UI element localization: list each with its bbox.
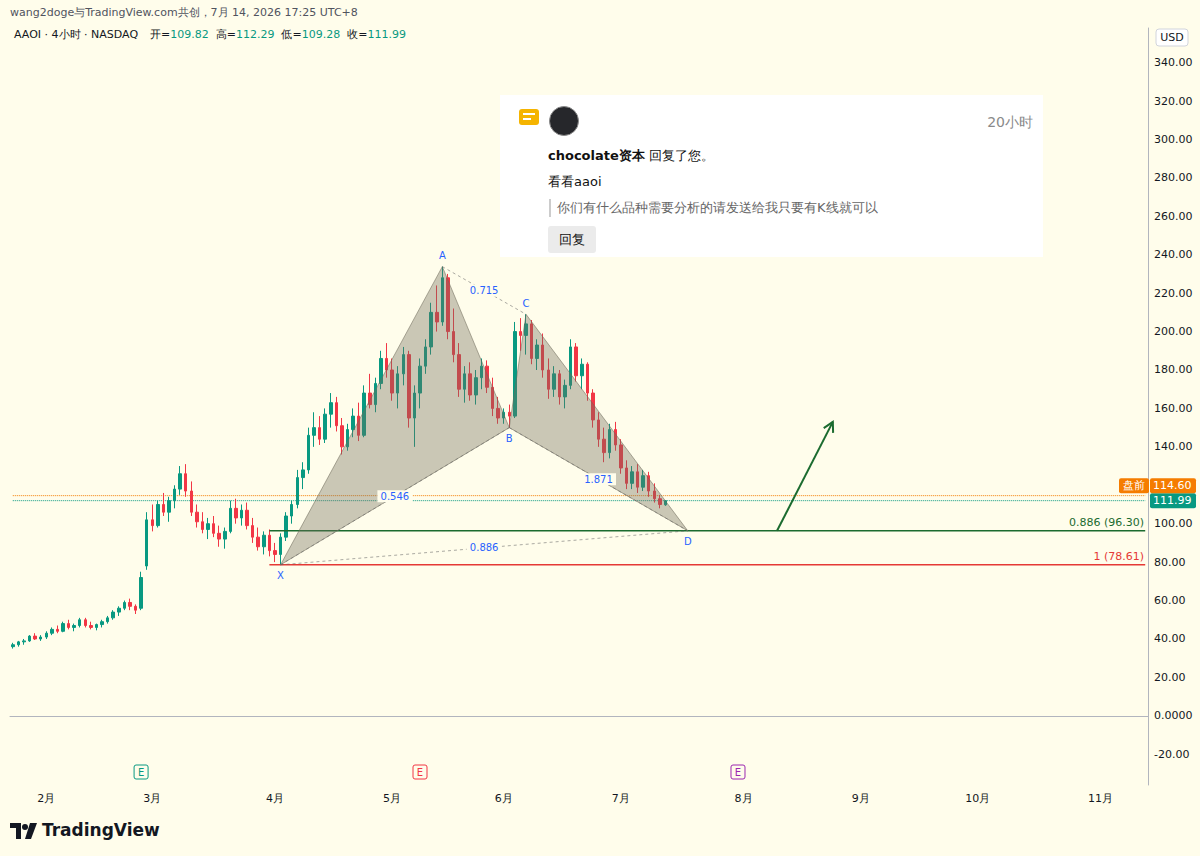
svg-text:D: D (684, 536, 692, 547)
svg-text:220.00: 220.00 (1154, 287, 1193, 300)
html-text:20小时: 20小时 (987, 114, 1033, 130)
svg-text:-20.00: -20.00 (1154, 748, 1189, 761)
svg-text:E: E (735, 767, 741, 778)
svg-text:E: E (417, 767, 423, 778)
svg-text:X: X (277, 570, 284, 581)
html-text:看看aaoi: 看看aaoi (548, 174, 602, 189)
svg-text:B: B (506, 433, 513, 444)
svg-text:260.00: 260.00 (1154, 210, 1193, 223)
svg-text:0.715: 0.715 (470, 285, 499, 296)
html-text:你们有什么品种需要分析的请发送给我只要有K线就可以: 你们有什么品种需要分析的请发送给我只要有K线就可以 (557, 200, 878, 215)
svg-text:40.00: 40.00 (1154, 632, 1186, 645)
svg-text:320.00: 320.00 (1154, 95, 1193, 108)
html-text:回复: 回复 (559, 232, 585, 247)
svg-text:7月: 7月 (612, 792, 630, 805)
html-text:开= 109.82: 开= 109.82 (150, 28, 209, 41)
svg-text:2月: 2月 (37, 792, 55, 805)
svg-text:180.00: 180.00 (1154, 363, 1193, 376)
svg-text:E: E (138, 767, 144, 778)
svg-text:140.00: 140.00 (1154, 440, 1193, 453)
html-text:TradingView: TradingView (42, 820, 160, 840)
svg-text:4月: 4月 (266, 792, 284, 805)
svg-text:5月: 5月 (383, 792, 401, 805)
svg-text:11月: 11月 (1088, 792, 1113, 805)
svg-text:10月: 10月 (965, 792, 990, 805)
svg-text:20.00: 20.00 (1154, 671, 1186, 684)
svg-text:6月: 6月 (495, 792, 513, 805)
svg-text:80.00: 80.00 (1154, 556, 1186, 569)
svg-text:A: A (439, 250, 446, 261)
svg-text:0.886: 0.886 (470, 542, 499, 553)
html-text:AAOI · 4小时 · NASDAQ: AAOI · 4小时 · NASDAQ (14, 28, 138, 41)
svg-text:0.886 (96.30): 0.886 (96.30) (1069, 516, 1144, 529)
svg-text:9月: 9月 (852, 792, 870, 805)
svg-text:160.00: 160.00 (1154, 402, 1193, 415)
svg-text:111.99: 111.99 (1153, 494, 1192, 507)
svg-text:300.00: 300.00 (1154, 133, 1193, 146)
html-text:高= 112.29: 高= 112.29 (215, 28, 275, 41)
svg-text:280.00: 280.00 (1154, 171, 1193, 184)
svg-text:8月: 8月 (735, 792, 753, 805)
svg-text:60.00: 60.00 (1154, 594, 1186, 607)
svg-text:1.871: 1.871 (584, 474, 613, 485)
svg-text:114.60: 114.60 (1153, 479, 1192, 492)
svg-text:1 (78.61): 1 (78.61) (1093, 550, 1144, 563)
svg-text:340.00: 340.00 (1154, 56, 1193, 69)
svg-text:200.00: 200.00 (1154, 325, 1193, 338)
svg-text:240.00: 240.00 (1154, 248, 1193, 261)
html-text:收= 111.99: 收= 111.99 (347, 28, 406, 41)
svg-text:100.00: 100.00 (1154, 517, 1193, 530)
svg-text:0.0000: 0.0000 (1154, 709, 1193, 722)
html-text:chocolate资本 回复了您。: chocolate资本 回复了您。 (548, 148, 714, 163)
svg-text:USD: USD (1160, 31, 1184, 44)
svg-text:0.546: 0.546 (381, 491, 410, 502)
svg-text:3月: 3月 (143, 792, 161, 805)
html-text:wang2doge与TradingView.com共创，7月: wang2doge与TradingView.com共创，7月 14, 2026 … (10, 6, 358, 19)
svg-text:C: C (523, 298, 530, 309)
svg-text:盘前: 盘前 (1123, 479, 1145, 492)
html-text:低= 109.28: 低= 109.28 (281, 28, 341, 41)
